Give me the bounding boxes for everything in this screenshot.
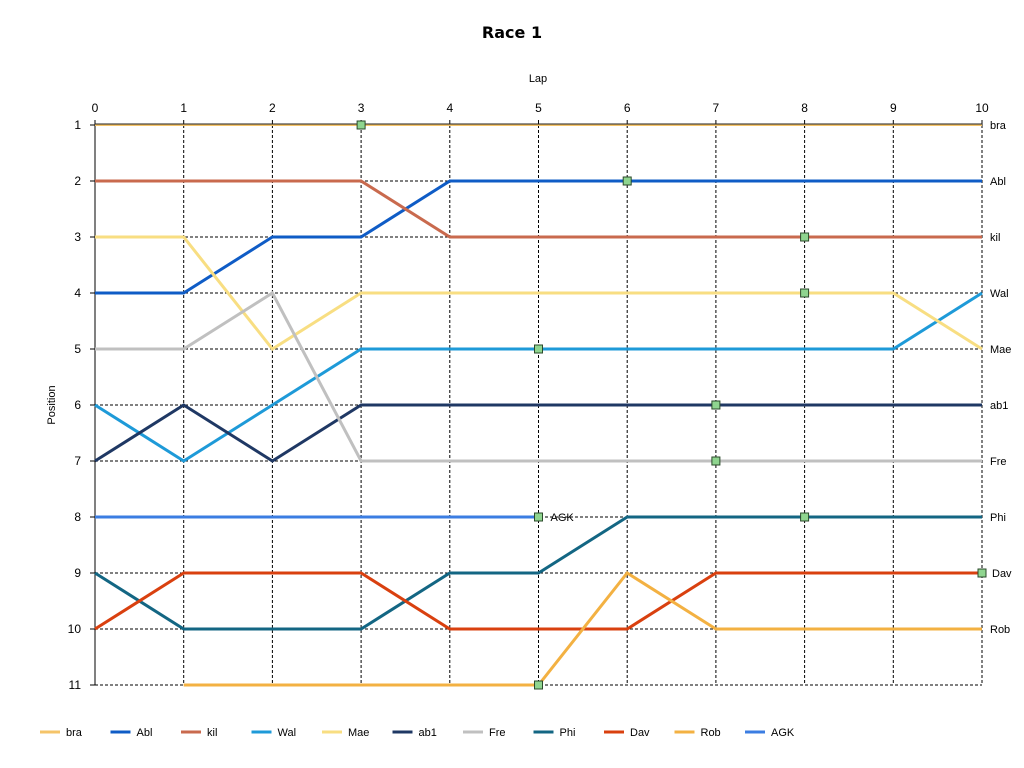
series-marker-wal (534, 344, 543, 354)
y-axis-ticks: 1 2 3 4 5 6 7 8 9 10 11 (68, 118, 95, 692)
series-line-kil (95, 179, 982, 239)
x-tick-label: 9 (890, 101, 897, 115)
series-end-label-bra: bra (990, 120, 1007, 132)
y-tick-label: 10 (68, 622, 82, 636)
y-tick-label: 7 (74, 454, 81, 468)
x-axis-ticks: 0 1 2 3 4 5 6 7 8 9 10 (92, 101, 989, 125)
legend-item-wal: Wal (251, 727, 297, 739)
legend-item-rob: Rob (674, 727, 721, 739)
x-tick-label: 1 (180, 101, 187, 115)
legend-item-bra: bra (40, 727, 83, 739)
legend-item-abl: Abl (110, 727, 153, 739)
y-tick-label: 2 (74, 174, 81, 188)
y-tick-label: 1 (74, 118, 81, 132)
legend-label: Dav (630, 727, 650, 739)
legend-label: AGK (771, 727, 795, 739)
series-lines (94, 123, 983, 687)
x-tick-label: 8 (801, 101, 808, 115)
x-tick-label: 6 (624, 101, 631, 115)
legend-item-agk: AGK (745, 727, 795, 739)
series-end-label-ab1: ab1 (990, 400, 1008, 412)
series-line-ab1 (94, 403, 982, 463)
y-tick-label: 6 (74, 398, 81, 412)
series-line-fre (95, 290, 982, 463)
x-tick-label: 7 (713, 101, 720, 115)
legend-item-fre: Fre (463, 727, 506, 739)
legend-item-ab1: ab1 (392, 727, 437, 739)
series-line-abl (95, 179, 982, 295)
legend-label: bra (66, 727, 83, 739)
series-marker-fre (711, 456, 721, 466)
legend-label: Mae (348, 727, 369, 739)
series-end-labels: bra Abl kil Wal Mae ab1 Fre Phi Dav Rob AGK (551, 120, 1013, 636)
series-marker-phi (800, 512, 810, 522)
y-tick-label: 11 (69, 678, 82, 692)
series-marker-kil (800, 232, 810, 242)
x-axis-title: Lap (529, 73, 547, 85)
series-marker-ab1 (711, 400, 721, 410)
legend-label: Rob (701, 727, 721, 739)
x-tick-label: 4 (446, 101, 453, 115)
series-end-label-wal: Wal (990, 288, 1009, 300)
series-marker-agk (534, 512, 543, 522)
series-end-label-abl: Abl (990, 176, 1006, 188)
legend-item-phi: Phi (533, 727, 576, 739)
series-line-phi (94, 515, 982, 631)
y-tick-label: 8 (74, 510, 81, 524)
x-tick-label: 10 (975, 101, 989, 115)
series-end-label-rob: Rob (990, 624, 1010, 636)
legend-label: Fre (489, 727, 506, 739)
series-line-dav (94, 571, 982, 631)
legend-item-mae: Mae (322, 727, 369, 739)
series-marker-rob (534, 680, 543, 690)
y-tick-label: 4 (74, 286, 81, 300)
series-end-label-kil: kil (990, 232, 1000, 244)
series-marker-bra (356, 120, 366, 130)
series-end-label-mae: Mae (990, 344, 1011, 356)
chart-title: Race 1 (482, 23, 542, 42)
series-marker-abl (622, 176, 632, 186)
legend-label: ab1 (419, 727, 437, 739)
series-end-label-fre: Fre (990, 456, 1007, 468)
series-marker-dav (977, 568, 987, 578)
y-axis-title: Position (46, 385, 58, 424)
series-line-rob (183, 571, 982, 687)
y-tick-label: 3 (74, 230, 81, 244)
x-tick-label: 2 (269, 101, 276, 115)
legend-label: kil (207, 727, 217, 739)
series-end-label-phi: Phi (990, 512, 1006, 524)
series-marker-mae (800, 288, 810, 298)
legend-label: Abl (137, 727, 153, 739)
legend-item-dav: Dav (604, 727, 650, 739)
y-tick-label: 9 (74, 566, 81, 580)
series-markers (356, 120, 987, 690)
y-tick-label: 5 (74, 342, 81, 356)
legend-item-kil: kil (181, 727, 217, 739)
series-end-label-agk: AGK (551, 512, 575, 524)
legend: bra Abl kil Wal Mae ab1 Fre Phi Dav Rob AGK (40, 727, 795, 739)
x-tick-label: 5 (535, 101, 542, 115)
legend-label: Phi (560, 727, 576, 739)
x-tick-label: 0 (92, 101, 99, 115)
x-tick-label: 3 (358, 101, 365, 115)
legend-label: Wal (278, 727, 297, 739)
series-end-label-dav: Dav (992, 568, 1012, 580)
